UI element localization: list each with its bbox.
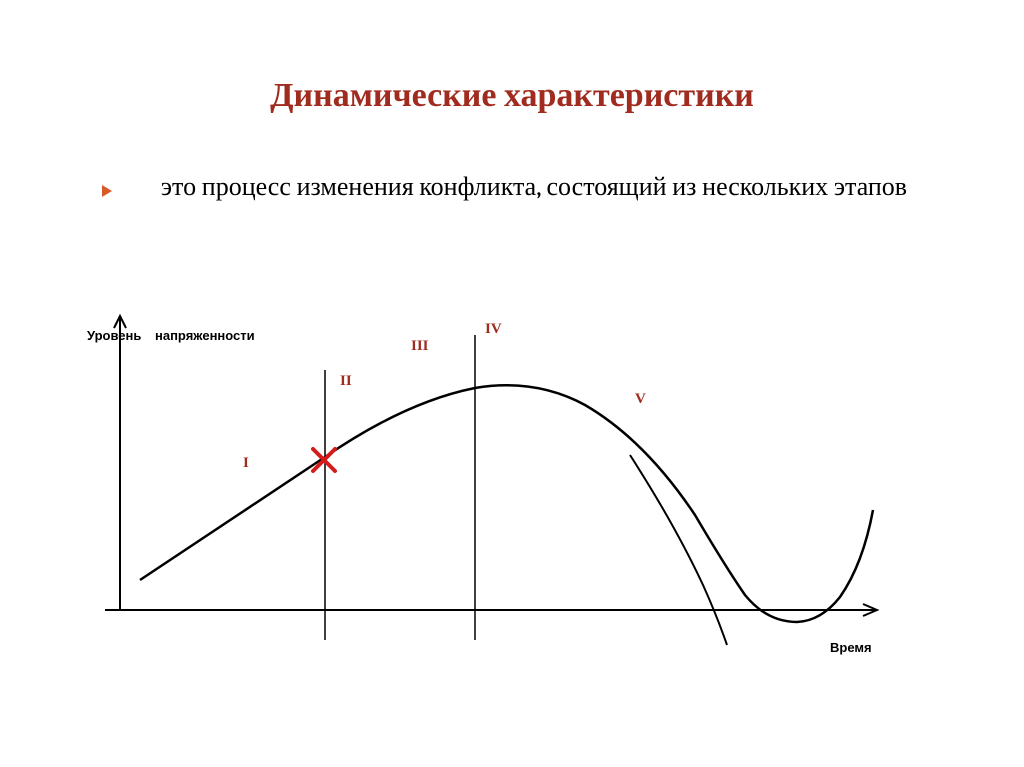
x-axis-label: Время [830,640,872,655]
slide-title: Динамические характеристики [0,75,1024,115]
x-marker-icon [313,449,335,471]
subtitle-text: это процесс изменения конфликта, состоящ… [124,170,944,205]
slide: Динамические характеристики это процесс … [0,0,1024,767]
bullet-icon [100,176,114,206]
stage-label-I: I [243,455,249,471]
stage-label-V: V [635,391,646,407]
stage-label-III: III [411,338,429,354]
stage-label-IV: IV [485,321,502,337]
branch-curve [630,455,727,645]
tension-curve [140,385,873,622]
stage-label-II: II [340,373,352,389]
y-axis-label-left: Уровень [87,328,141,343]
triangle-icon [102,185,112,197]
subtitle-row: это процесс изменения конфликта, состоящ… [100,170,944,206]
chart-svg: IIIIIIIVV Уровень напряженности Время [85,310,905,680]
conflict-dynamics-chart: IIIIIIIVV Уровень напряженности Время [85,310,905,680]
y-axis-label-right: напряженности [155,328,255,343]
